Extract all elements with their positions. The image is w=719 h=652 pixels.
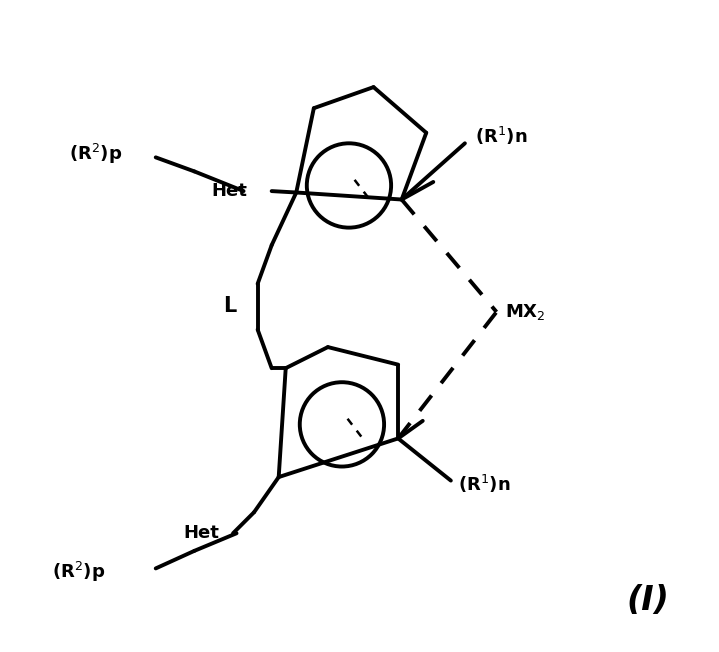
Text: (R$^2$)p: (R$^2$)p [70, 141, 122, 166]
Text: (R$^1$)n: (R$^1$)n [458, 473, 510, 495]
Text: L: L [223, 296, 236, 316]
Text: (I): (I) [626, 584, 669, 617]
Text: (R$^2$)p: (R$^2$)p [52, 560, 105, 584]
Text: Het: Het [183, 524, 219, 542]
Text: (R$^1$)n: (R$^1$)n [475, 125, 528, 147]
Text: MX$_2$: MX$_2$ [505, 302, 546, 322]
Text: Het: Het [211, 182, 247, 200]
